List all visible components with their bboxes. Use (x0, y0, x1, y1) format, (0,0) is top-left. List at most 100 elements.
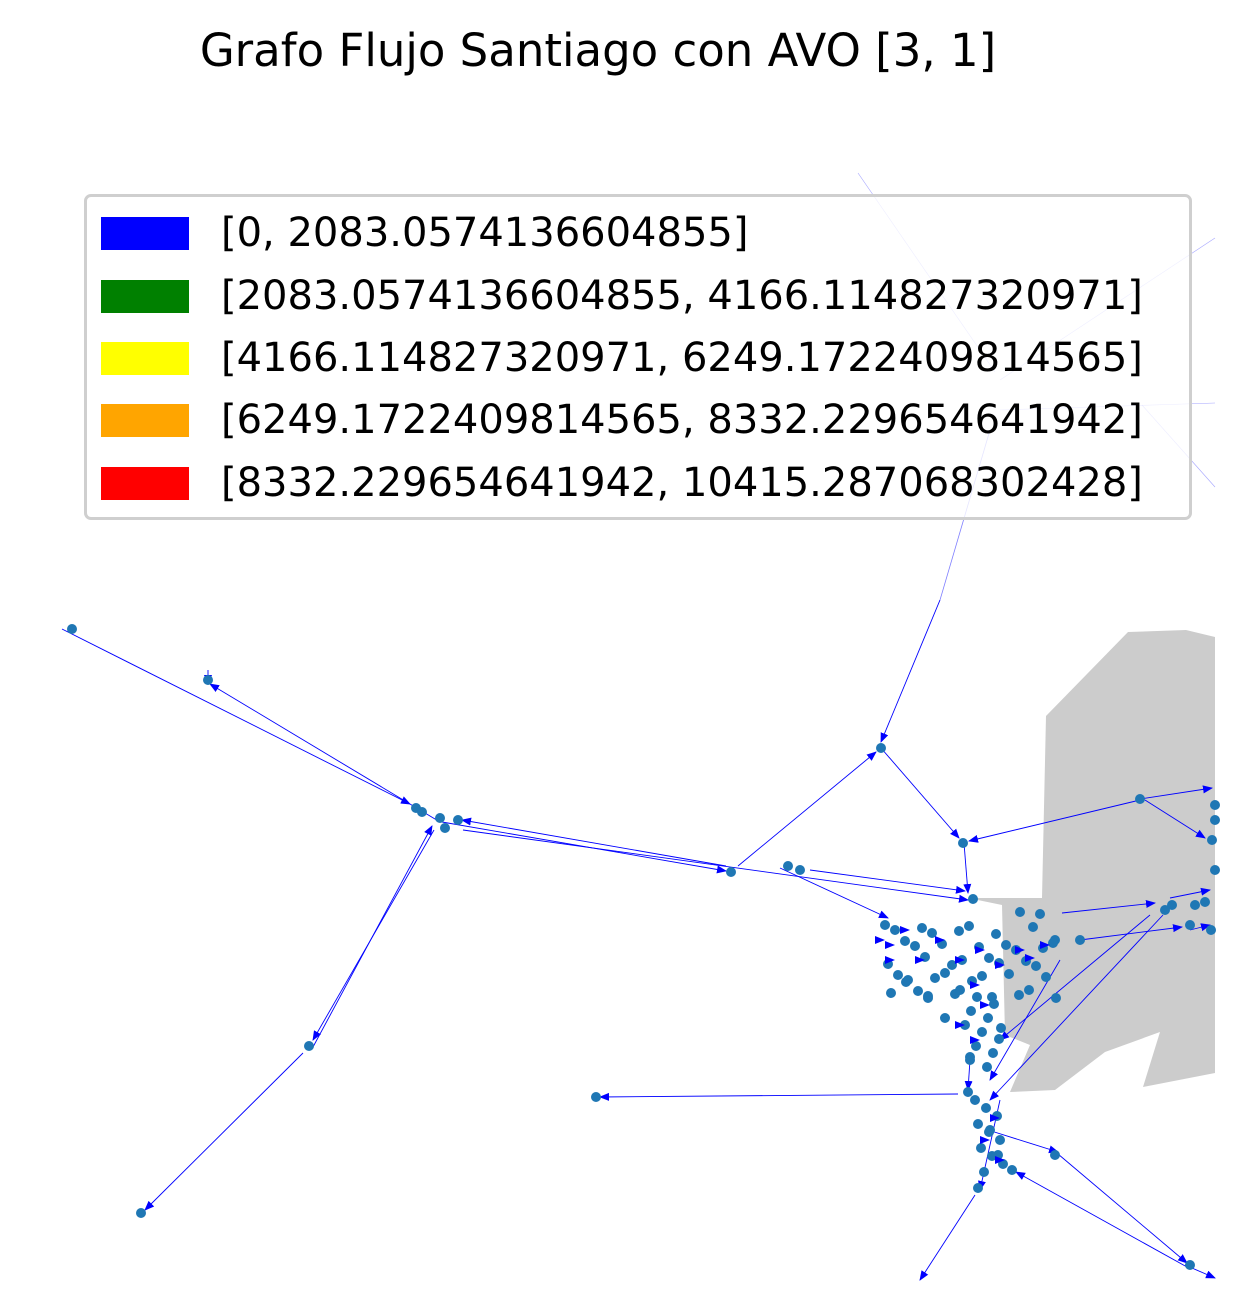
graph-node (983, 1013, 993, 1023)
graph-node (1210, 800, 1220, 810)
graph-node (971, 1041, 981, 1051)
legend-label: [0, 2083.0574136604855] (221, 210, 749, 256)
graph-edge (989, 914, 1164, 1101)
graph-node (795, 865, 805, 875)
arrow-head (980, 1001, 990, 1009)
arrow-head (1015, 946, 1025, 954)
graph-node (1207, 835, 1217, 845)
legend-label: [2083.0574136604855, 4166.114827320971] (221, 273, 1143, 319)
graph-node (1185, 1260, 1195, 1270)
graph-node (591, 1092, 601, 1102)
legend-swatch (101, 466, 189, 500)
graph-node (977, 1027, 987, 1037)
graph-node (1210, 815, 1220, 825)
legend-entry: [8332.229654641942, 10415.287068302428] (101, 453, 1143, 513)
legend-swatch (101, 341, 189, 375)
graph-node (954, 926, 964, 936)
arrow-head (900, 926, 910, 934)
graph-node (927, 928, 937, 938)
graph-node (1190, 900, 1200, 910)
graph-node (984, 1127, 994, 1137)
arrow-head (970, 981, 980, 989)
graph-node (964, 921, 974, 931)
graph-node (886, 988, 896, 998)
arrow-head (995, 961, 1005, 969)
arrow-head (990, 1114, 1000, 1122)
graph-node (1050, 1150, 1060, 1160)
graph-node (973, 1183, 983, 1193)
graph-node (984, 953, 994, 963)
graph-node (1041, 972, 1051, 982)
arrow-head (995, 1156, 1005, 1164)
graph-edge (209, 683, 441, 823)
graph-node (1014, 990, 1024, 1000)
graph-node (981, 1103, 991, 1113)
graph-node (1210, 865, 1220, 875)
graph-node (966, 1006, 976, 1016)
graph-node (982, 1062, 992, 1072)
graph-node (304, 1041, 314, 1051)
graph-node (917, 923, 927, 933)
graph-node (958, 838, 968, 848)
graph-node (726, 867, 736, 877)
arrow-head (935, 936, 945, 944)
graph-node (1007, 1165, 1017, 1175)
graph-node (977, 971, 987, 981)
graph-node (970, 1095, 980, 1105)
graph-edge (1015, 1171, 1188, 1268)
graph-edge (968, 799, 1141, 843)
legend-swatch (101, 279, 189, 313)
legend-entry: [2083.0574136604855, 4166.114827320971] (101, 266, 1143, 326)
graph-edge (461, 817, 727, 867)
graph-node (940, 1013, 950, 1023)
arrow-head (975, 946, 985, 954)
graph-node (955, 985, 965, 995)
graph-edge (599, 1092, 959, 1101)
graph-node (1135, 794, 1145, 804)
graph-node (947, 960, 957, 970)
legend-swatch (101, 403, 189, 437)
graph-node (963, 1087, 973, 1097)
graph-node (987, 1151, 997, 1161)
graph-node (1028, 922, 1038, 932)
land-layer (968, 630, 1215, 1092)
graph-node (979, 1167, 989, 1177)
graph-edge (779, 867, 889, 919)
graph-edge (880, 599, 941, 743)
graph-edge (1189, 923, 1211, 932)
arrow-head (885, 941, 895, 949)
graph-node (994, 1034, 1004, 1044)
arrow-head (1025, 954, 1035, 962)
graph-edge (1144, 799, 1206, 839)
legend-entry: [6249.1722409814565, 8332.229654641942] (101, 390, 1143, 450)
legend-swatch (101, 216, 189, 250)
graph-node (136, 1208, 146, 1218)
arrow-head (955, 956, 965, 964)
node-layer (67, 624, 1220, 1270)
graph-node (1206, 925, 1216, 935)
graph-node (930, 973, 940, 983)
graph-node (1160, 905, 1170, 915)
graph-node (976, 1143, 986, 1153)
arrow-head (885, 956, 895, 964)
graph-edge (964, 1059, 973, 1091)
graph-node (417, 807, 427, 817)
graph-edge (1139, 785, 1213, 800)
graph-node (1200, 897, 1210, 907)
graph-node (1167, 900, 1177, 910)
graph-node (435, 813, 445, 823)
graph-edge (880, 747, 960, 839)
graph-edge (1169, 887, 1211, 899)
graph-node (1075, 935, 1085, 945)
chart-title: Grafo Flujo Santiago con AVO [3, 1] (199, 24, 997, 77)
land-region (968, 630, 1215, 1092)
graph-edge (919, 1194, 976, 1281)
graph-edge (809, 869, 966, 894)
legend-entry: [0, 2083.0574136604855] (101, 203, 748, 263)
graph-node (972, 992, 982, 1002)
graph-node (67, 624, 77, 634)
legend-label: [8332.229654641942, 10415.287068302428] (221, 460, 1143, 506)
graph-node (923, 991, 933, 1001)
